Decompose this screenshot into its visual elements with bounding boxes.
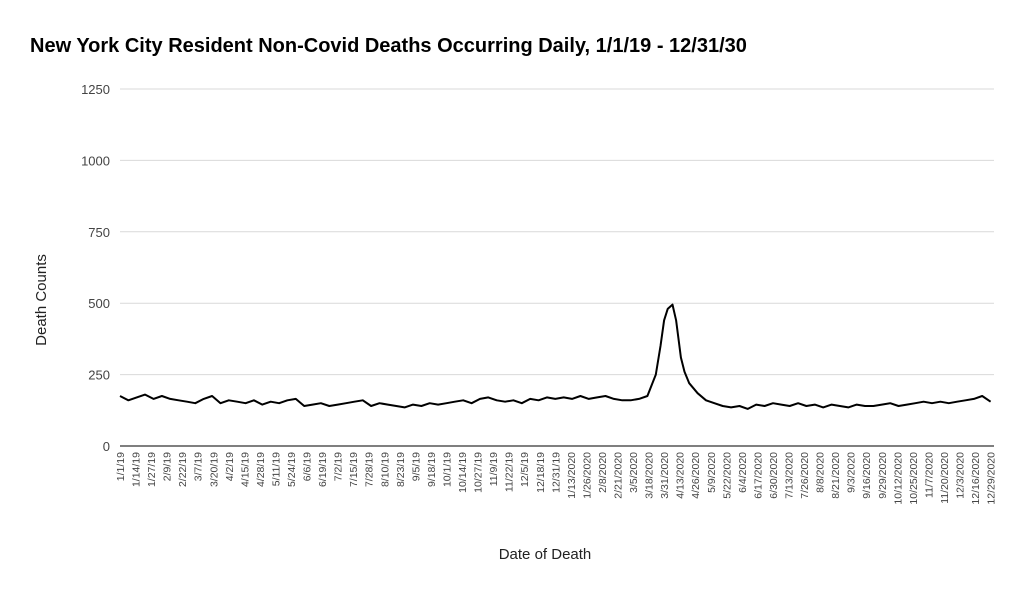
x-tick-label: 12/3/2020 (955, 452, 967, 499)
x-tick-label: 10/12/2020 (892, 452, 904, 505)
chart-title: New York City Resident Non-Covid Deaths … (30, 35, 747, 57)
x-tick-label: 9/3/2020 (846, 452, 858, 493)
x-tick-label: 11/22/19 (504, 452, 516, 492)
x-tick-label: 5/24/19 (286, 452, 298, 487)
x-axis-ticks: 1/1/19 1/14/19 1/27/19 2/9/19 2/22/19 3/7/19 3… (115, 452, 998, 505)
x-tick-label: 5/11/19 (270, 452, 282, 486)
x-tick-label: 9/29/2020 (877, 452, 889, 499)
x-tick-label: 2/8/2020 (597, 452, 609, 493)
x-tick-label: 12/5/19 (519, 452, 531, 487)
x-tick-label: 3/7/19 (193, 452, 205, 481)
x-tick-label: 2/22/19 (177, 452, 189, 487)
x-tick-label: 9/16/2020 (861, 452, 873, 499)
x-tick-label: 8/23/19 (395, 452, 407, 487)
x-tick-label: 8/8/2020 (815, 452, 827, 493)
x-tick-label: 10/25/2020 (908, 452, 920, 505)
x-tick-label: 1/26/2020 (581, 452, 593, 499)
x-tick-label: 8/10/19 (379, 452, 391, 487)
x-tick-label: 6/6/19 (302, 452, 314, 481)
x-tick-label: 10/1/19 (441, 452, 453, 487)
x-tick-label: 4/13/2020 (675, 452, 687, 499)
x-tick-label: 12/29/2020 (986, 452, 998, 505)
x-axis-label: Date of Death (499, 546, 592, 563)
x-tick-label: 5/22/2020 (721, 452, 733, 499)
x-tick-label: 11/20/2020 (939, 452, 951, 504)
x-tick-label: 12/31/19 (550, 452, 562, 493)
x-tick-label: 4/2/19 (224, 452, 236, 481)
y-axis-label: Death Counts (33, 254, 50, 346)
x-tick-label: 1/14/19 (131, 452, 143, 487)
x-tick-label: 9/18/19 (426, 452, 438, 487)
x-tick-label: 11/7/2020 (923, 452, 935, 498)
x-tick-label: 2/9/19 (162, 452, 174, 481)
y-tick-label: 0 (103, 439, 110, 454)
x-tick-label: 4/28/19 (255, 452, 267, 487)
x-tick-label: 6/30/2020 (768, 452, 780, 499)
series-line (119, 303, 992, 410)
x-tick-label: 6/4/2020 (737, 452, 749, 493)
x-tick-label: 3/20/19 (208, 452, 220, 487)
gridlines (120, 88, 994, 376)
x-tick-label: 7/15/19 (348, 452, 360, 487)
x-tick-label: 4/15/19 (239, 452, 251, 487)
x-tick-label: 3/18/2020 (644, 452, 656, 499)
x-tick-label: 3/5/2020 (628, 452, 640, 493)
x-tick-label: 9/5/19 (410, 452, 422, 481)
x-tick-label: 1/27/19 (146, 452, 158, 487)
x-tick-label: 12/18/19 (535, 452, 547, 493)
x-tick-label: 1/13/2020 (566, 452, 578, 499)
y-tick-label: 500 (88, 296, 110, 311)
x-tick-label: 1/1/19 (115, 452, 127, 481)
x-tick-label: 8/21/2020 (830, 452, 842, 499)
x-tick-label: 2/21/2020 (612, 452, 624, 499)
x-tick-label: 7/26/2020 (799, 452, 811, 499)
x-tick-label: 6/19/19 (317, 452, 329, 487)
x-tick-label: 10/14/19 (457, 452, 469, 493)
x-tick-label: 3/31/2020 (659, 452, 671, 499)
x-tick-label: 4/26/2020 (690, 452, 702, 499)
x-tick-label: 7/2/19 (333, 452, 345, 481)
x-tick-label: 7/13/2020 (784, 452, 796, 499)
y-tick-label: 1000 (81, 153, 110, 168)
y-tick-label: 1250 (81, 82, 110, 97)
x-tick-label: 5/9/2020 (706, 452, 718, 493)
x-tick-label: 10/27/19 (473, 452, 485, 493)
y-tick-label: 250 (88, 368, 110, 383)
y-tick-label: 750 (88, 225, 110, 240)
y-axis-ticks: 0 250 500 750 1000 1250 (81, 82, 110, 454)
x-tick-label: 7/28/19 (364, 452, 376, 487)
x-tick-label: 12/16/2020 (970, 452, 982, 505)
x-tick-label: 11/9/19 (488, 452, 500, 486)
x-tick-label: 6/17/2020 (752, 452, 764, 499)
